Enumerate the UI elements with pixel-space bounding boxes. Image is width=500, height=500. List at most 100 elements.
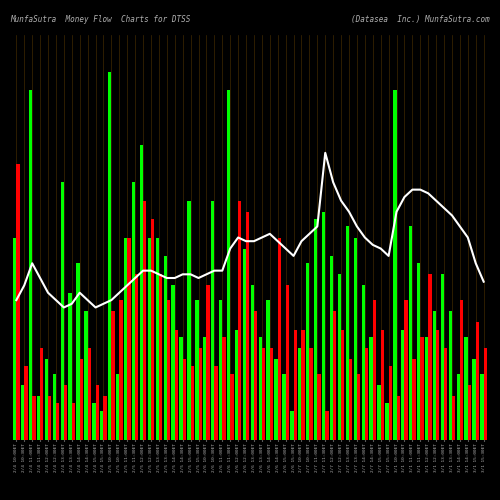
Bar bbox=[143, 200, 146, 440]
Bar bbox=[254, 311, 258, 440]
Bar bbox=[127, 238, 130, 440]
Bar bbox=[222, 337, 226, 440]
Bar bbox=[96, 385, 99, 440]
Bar bbox=[298, 348, 302, 440]
Bar bbox=[72, 403, 75, 440]
Bar bbox=[112, 311, 114, 440]
Bar bbox=[262, 348, 265, 440]
Bar bbox=[172, 286, 175, 440]
Bar bbox=[417, 264, 420, 440]
Bar bbox=[21, 385, 24, 440]
Bar bbox=[302, 330, 305, 440]
Bar bbox=[480, 374, 484, 440]
Bar bbox=[378, 385, 380, 440]
Bar bbox=[460, 300, 463, 440]
Bar bbox=[314, 219, 318, 440]
Bar bbox=[203, 337, 206, 440]
Bar bbox=[341, 330, 344, 440]
Bar bbox=[250, 286, 254, 440]
Bar bbox=[330, 256, 333, 440]
Bar bbox=[100, 410, 103, 440]
Bar bbox=[349, 359, 352, 440]
Bar bbox=[104, 396, 107, 440]
Bar bbox=[151, 219, 154, 440]
Bar bbox=[294, 330, 297, 440]
Bar bbox=[56, 403, 59, 440]
Bar bbox=[180, 337, 182, 440]
Bar bbox=[338, 274, 341, 440]
Bar bbox=[282, 374, 286, 440]
Bar bbox=[310, 348, 312, 440]
Bar bbox=[32, 396, 35, 440]
Bar bbox=[472, 359, 476, 440]
Bar bbox=[396, 396, 400, 440]
Bar bbox=[80, 359, 83, 440]
Bar bbox=[198, 348, 202, 440]
Bar bbox=[333, 311, 336, 440]
Bar bbox=[40, 348, 43, 440]
Bar bbox=[230, 374, 234, 440]
Bar bbox=[182, 359, 186, 440]
Bar bbox=[386, 403, 388, 440]
Bar bbox=[433, 311, 436, 440]
Bar bbox=[242, 248, 246, 440]
Bar bbox=[120, 300, 122, 440]
Bar bbox=[44, 359, 48, 440]
Bar bbox=[108, 72, 112, 440]
Bar bbox=[92, 403, 96, 440]
Bar bbox=[167, 300, 170, 440]
Bar bbox=[68, 292, 72, 440]
Bar bbox=[156, 238, 159, 440]
Bar bbox=[373, 300, 376, 440]
Bar bbox=[448, 311, 452, 440]
Bar bbox=[476, 322, 479, 440]
Bar bbox=[428, 274, 432, 440]
Bar bbox=[464, 337, 468, 440]
Bar bbox=[164, 256, 167, 440]
Bar bbox=[13, 238, 16, 440]
Bar bbox=[188, 200, 190, 440]
Bar bbox=[48, 396, 51, 440]
Bar bbox=[401, 330, 404, 440]
Text: MunfaSutra  Money Flow  Charts for DTSS: MunfaSutra Money Flow Charts for DTSS bbox=[10, 15, 190, 24]
Text: (Datasea  Inc.) MunfaSutra.com: (Datasea Inc.) MunfaSutra.com bbox=[351, 15, 490, 24]
Bar bbox=[135, 274, 138, 440]
Bar bbox=[211, 200, 214, 440]
Bar bbox=[436, 330, 440, 440]
Bar bbox=[76, 264, 80, 440]
Bar bbox=[380, 330, 384, 440]
Bar bbox=[362, 286, 365, 440]
Bar bbox=[235, 330, 238, 440]
Bar bbox=[452, 396, 456, 440]
Bar bbox=[64, 385, 67, 440]
Bar bbox=[37, 396, 40, 440]
Bar bbox=[325, 410, 328, 440]
Bar bbox=[190, 366, 194, 440]
Bar bbox=[214, 366, 218, 440]
Bar bbox=[159, 274, 162, 440]
Bar bbox=[444, 348, 448, 440]
Bar bbox=[195, 300, 198, 440]
Bar bbox=[346, 226, 349, 440]
Bar bbox=[370, 337, 373, 440]
Bar bbox=[409, 226, 412, 440]
Bar bbox=[484, 348, 487, 440]
Bar bbox=[322, 212, 325, 440]
Bar bbox=[84, 311, 87, 440]
Bar bbox=[318, 374, 320, 440]
Bar bbox=[132, 182, 135, 440]
Bar bbox=[238, 200, 242, 440]
Bar bbox=[278, 238, 281, 440]
Bar bbox=[258, 337, 262, 440]
Bar bbox=[354, 238, 357, 440]
Bar bbox=[24, 366, 28, 440]
Bar bbox=[52, 374, 56, 440]
Bar bbox=[246, 212, 250, 440]
Bar bbox=[140, 146, 143, 440]
Bar bbox=[88, 348, 91, 440]
Bar bbox=[270, 348, 273, 440]
Bar bbox=[227, 90, 230, 440]
Bar bbox=[420, 337, 424, 440]
Bar bbox=[219, 300, 222, 440]
Bar bbox=[393, 90, 396, 440]
